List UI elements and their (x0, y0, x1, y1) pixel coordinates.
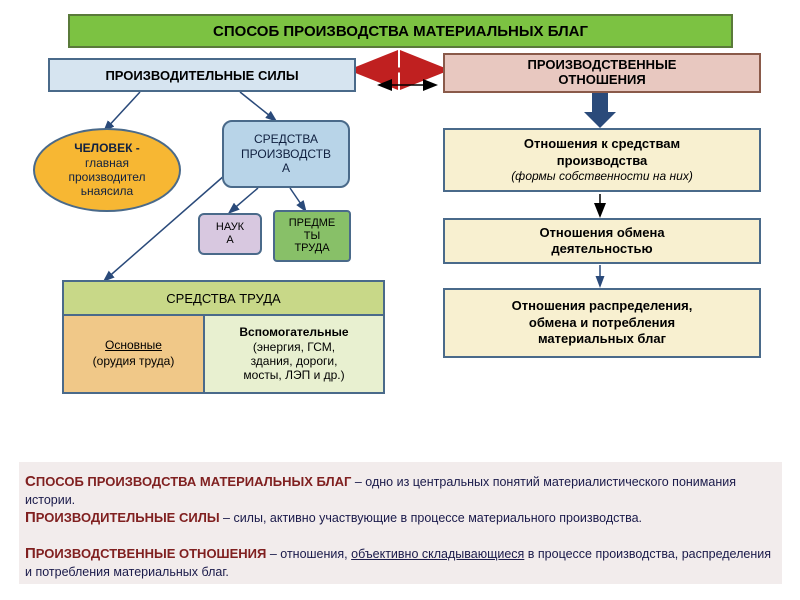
definition-2: ПРОИЗВОДИТЕЛЬНЫЕ СИЛЫ – силы, активно уч… (25, 508, 775, 528)
means-l1: СРЕДСТВА (254, 132, 318, 146)
title-text: СПОСОБ ПРОИЗВОДСТВА МАТЕРИАЛЬНЫХ БЛАГ (213, 23, 588, 40)
definition-1: ССПОСОБ ПРОИЗВОДСТВА МАТЕРИАЛЬНЫХ БЛАГПО… (25, 472, 775, 509)
right-header: ПРОИЗВОДСТВЕННЫЕ ОТНОШЕНИЯ (443, 53, 761, 93)
subjects-l1: ПРЕДМЕ (289, 217, 336, 230)
relation-3: Отношения распределения, обмена и потреб… (443, 288, 761, 358)
aux-l2: (энергия, ГСМ, (253, 340, 335, 354)
right-header-l1: ПРОИЗВОДСТВЕННЫЕ (528, 58, 677, 73)
human-l3: производител (68, 170, 145, 184)
human-node: ЧЕЛОВЕК - главная производител ьнаясила (33, 128, 181, 212)
rel2-l2: деятельностью (551, 241, 652, 257)
relation-1: Отношения к средствам производства (форм… (443, 128, 761, 192)
labor-means-text: СРЕДСТВА ТРУДА (166, 291, 280, 306)
subjects-node: ПРЕДМЕ ТЫ ТРУДА (273, 210, 351, 262)
science-l1: НАУК (216, 221, 244, 234)
definition-3: ПРОИЗВОДСТВЕННЫЕ ОТНОШЕНИЯ – отношения, … (25, 544, 775, 581)
subjects-l2: ТЫ (304, 230, 320, 243)
def3-text1: – отношения, (266, 547, 351, 561)
rel3-l2: обмена и потребления (529, 315, 675, 332)
rel3-l1: Отношения распределения, (512, 298, 693, 315)
rel1-l3: (формы собственности на них) (511, 169, 693, 184)
left-header-text: ПРОИЗВОДИТЕЛЬНЫЕ СИЛЫ (105, 68, 298, 83)
means-l2: ПРОИЗВОДСТВ (241, 147, 331, 161)
rel1-l2: производства (557, 153, 648, 169)
human-l2: главная (85, 156, 129, 170)
aux-node: Вспомогательные (энергия, ГСМ, здания, д… (205, 316, 385, 394)
labor-means-header: СРЕДСТВА ТРУДА (62, 280, 385, 316)
subjects-l3: ТРУДА (294, 242, 329, 255)
aux-l1: Вспомогательные (239, 325, 348, 339)
def3-under: объективно складывающиеся (351, 547, 524, 561)
relation-2: Отношения обмена деятельностью (443, 218, 761, 264)
aux-l4: мосты, ЛЭП и др.) (243, 368, 344, 382)
right-header-l2: ОТНОШЕНИЯ (558, 73, 645, 88)
basic-l1: Основные (105, 338, 162, 354)
title-box: СПОСОБ ПРОИЗВОДСТВА МАТЕРИАЛЬНЫХ БЛАГ (68, 14, 733, 48)
means-node: СРЕДСТВА ПРОИЗВОДСТВ А (222, 120, 350, 188)
science-l2: А (226, 234, 233, 247)
left-header: ПРОИЗВОДИТЕЛЬНЫЕ СИЛЫ (48, 58, 356, 92)
def2-text: – силы, активно участвующие в процессе м… (220, 511, 642, 525)
means-l3: А (282, 161, 290, 175)
basic-l2: (орудия труда) (93, 354, 175, 370)
human-l1: ЧЕЛОВЕК - (74, 141, 140, 155)
rel3-l3: материальных благ (538, 331, 666, 348)
aux-l3: здания, дороги, (251, 354, 338, 368)
basic-node: Основные (орудия труда) (62, 316, 205, 394)
science-node: НАУК А (198, 213, 262, 255)
rel2-l1: Отношения обмена (539, 225, 664, 241)
rel1-l1: Отношения к средствам (524, 136, 680, 152)
human-l4: ьнаясила (81, 184, 133, 198)
